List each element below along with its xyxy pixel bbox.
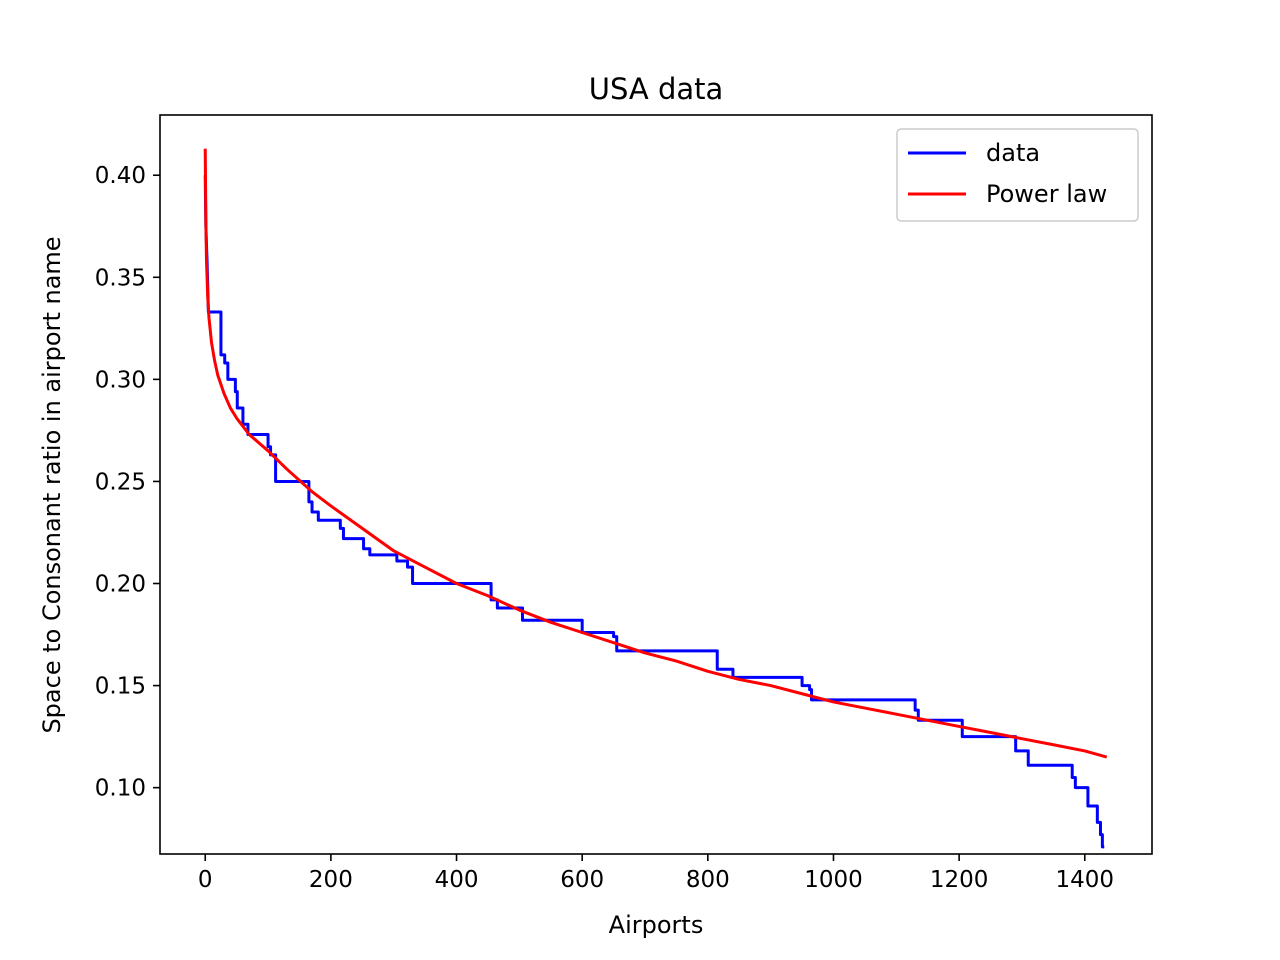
y-tick-label: 0.15 <box>95 674 146 700</box>
x-tick-label: 1000 <box>804 867 863 893</box>
x-tick-label: 600 <box>560 867 604 893</box>
x-tick-label: 800 <box>686 867 730 893</box>
y-tick-label: 0.35 <box>95 265 146 291</box>
series-line-power-law <box>203 148 1108 759</box>
y-tick-label: 0.10 <box>95 776 146 802</box>
x-tick-label: 1400 <box>1056 867 1115 893</box>
axes-frame <box>159 114 1153 855</box>
x-tick-label: 200 <box>309 867 353 893</box>
legend-label-data: data <box>986 139 1040 167</box>
x-axis: 0 200 400 600 800 1000 1200 1400 <box>198 854 1114 893</box>
legend: data Power law <box>896 128 1139 222</box>
x-tick-label: 1200 <box>930 867 989 893</box>
x-tick-label: 400 <box>435 867 479 893</box>
y-axis-label: Space to Consonant ratio in airport name <box>38 236 66 733</box>
plot-area <box>203 148 1108 849</box>
y-tick-label: 0.40 <box>95 163 146 189</box>
x-tick-label: 0 <box>198 867 213 893</box>
y-axis: 0.10 0.15 0.20 0.25 0.30 0.35 0.40 <box>95 163 160 802</box>
x-axis-label: Airports <box>609 911 704 939</box>
y-tick-label: 0.25 <box>95 469 146 495</box>
series-line-data <box>203 175 1105 849</box>
y-tick-label: 0.30 <box>95 367 146 393</box>
legend-label-power-law: Power law <box>986 180 1107 208</box>
y-tick-label: 0.20 <box>95 572 146 598</box>
chart-title: USA data <box>589 72 724 106</box>
